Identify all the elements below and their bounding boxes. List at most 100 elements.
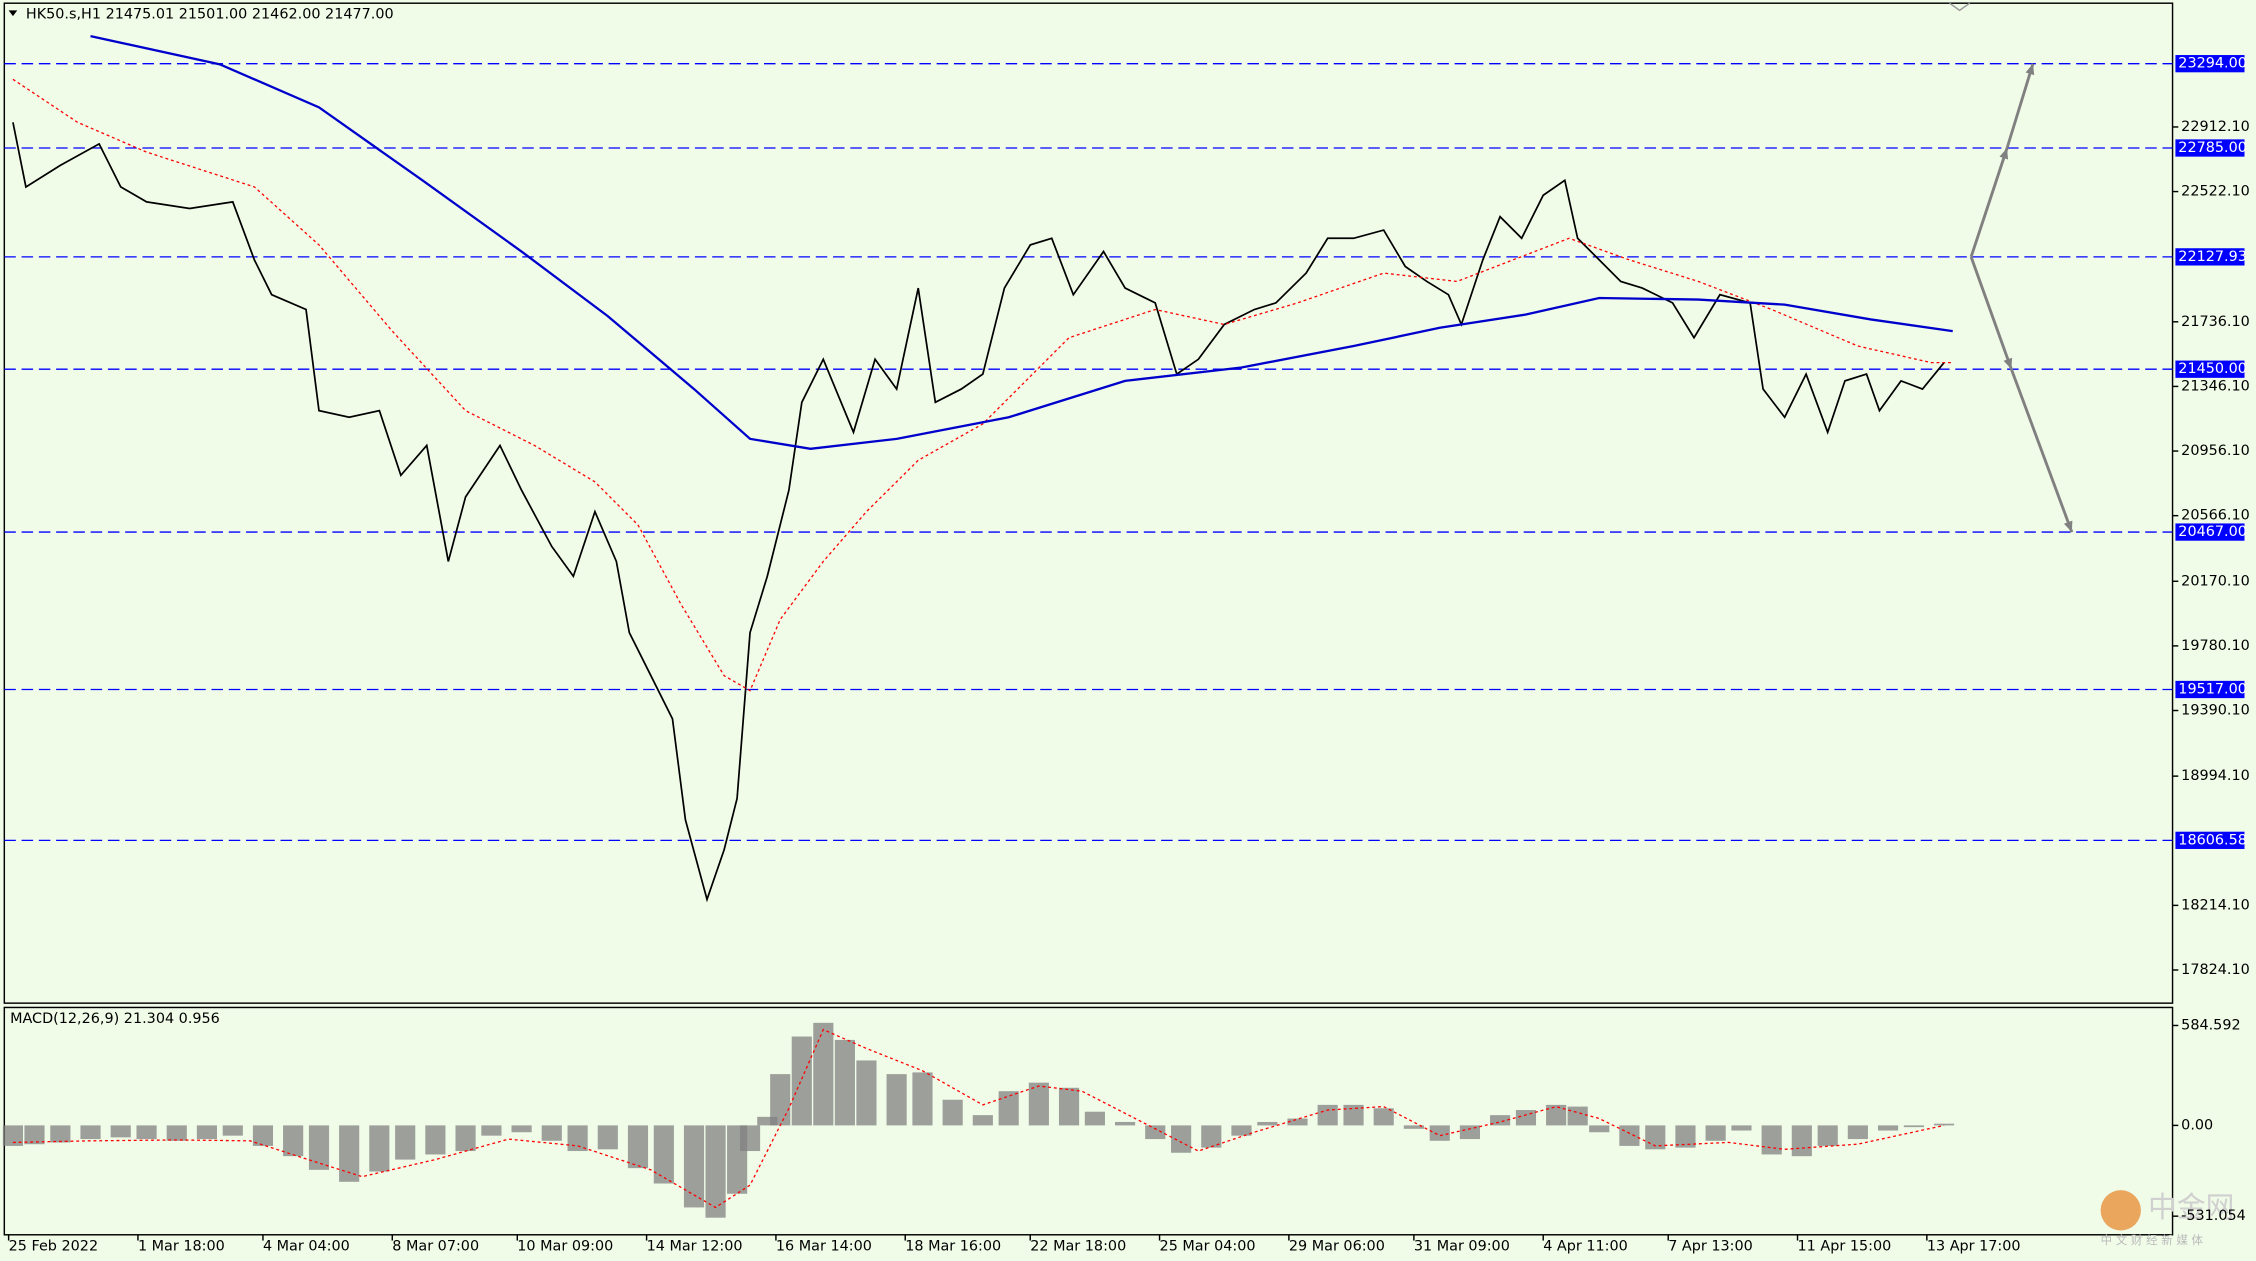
- histogram-bar: [683, 1125, 705, 1208]
- histogram-bar: [252, 1125, 274, 1146]
- histogram-bar: [1705, 1125, 1726, 1141]
- scenario-arrow: [2010, 368, 2074, 533]
- histogram-bar: [1791, 1125, 1812, 1157]
- level-label: 19517.00: [2178, 681, 2247, 697]
- histogram-bar: [627, 1125, 649, 1169]
- series-line: [12, 78, 1953, 692]
- histogram-bar: [50, 1125, 71, 1143]
- histogram-bar: [369, 1125, 390, 1172]
- y-tick-label: 22522.10: [2181, 184, 2250, 200]
- histogram-bar: [998, 1091, 1019, 1126]
- histogram-bar: [110, 1125, 131, 1138]
- histogram-bar: [1115, 1121, 1136, 1126]
- arrow-head: [2063, 520, 2073, 533]
- x-tick-label: 25 Mar 04:00: [1160, 1238, 1256, 1254]
- y-tick-label: 0.00: [2181, 1117, 2213, 1133]
- histogram-bar: [886, 1074, 907, 1126]
- histogram-bar: [395, 1125, 416, 1160]
- y-tick-label: 17824.10: [2181, 962, 2250, 978]
- level-label: 21450.00: [2178, 361, 2247, 377]
- histogram-bar: [1317, 1104, 1338, 1126]
- histogram-bar: [1058, 1087, 1080, 1126]
- level-label-box: [2175, 248, 2245, 266]
- y-tick-label: 18214.10: [2181, 897, 2250, 913]
- y-tick-label: 584.592: [2181, 1017, 2240, 1033]
- series-line: [12, 122, 1945, 903]
- level-label: 18606.58: [2178, 832, 2247, 848]
- histogram-bar: [1343, 1104, 1364, 1126]
- x-tick-label: 8 Mar 07:00: [392, 1238, 479, 1254]
- histogram-bar: [308, 1125, 330, 1170]
- histogram-bar: [80, 1125, 101, 1140]
- histogram-bar: [166, 1125, 187, 1141]
- histogram-bar: [791, 1036, 812, 1126]
- histogram-bar: [1429, 1125, 1450, 1141]
- arrow-head: [2025, 63, 2035, 76]
- histogram-bar: [339, 1125, 360, 1182]
- x-tick-label: 16 Mar 14:00: [776, 1238, 872, 1254]
- y-tick-label: 21346.10: [2181, 378, 2250, 394]
- shift-marker: [1949, 2, 1971, 12]
- histogram-bar: [425, 1125, 446, 1155]
- y-tick-label: -531.054: [2181, 1208, 2246, 1224]
- histogram-bar: [1546, 1104, 1567, 1126]
- histogram-bar: [1589, 1125, 1610, 1133]
- x-tick-label: 4 Mar 04:00: [263, 1238, 350, 1254]
- histogram-bar: [1201, 1125, 1222, 1148]
- y-tick-label: 22912.10: [2181, 119, 2250, 135]
- histogram-bar: [511, 1125, 532, 1133]
- histogram-bar: [136, 1125, 157, 1140]
- arrow-head: [2003, 357, 2013, 370]
- series-line: [12, 1028, 1945, 1209]
- histogram-bar: [1145, 1125, 1166, 1140]
- level-label-box: [2175, 831, 2245, 849]
- histogram-bar: [1731, 1125, 1752, 1131]
- watermark-title: 中金网: [2148, 1190, 2234, 1224]
- histogram-bar: [455, 1125, 476, 1152]
- histogram-bar: [541, 1125, 562, 1141]
- x-tick-label: 1 Mar 18:00: [138, 1238, 225, 1254]
- series-line: [90, 35, 1953, 450]
- level-label-box: [2175, 139, 2245, 157]
- level-label-box: [2175, 55, 2245, 73]
- y-tick-label: 19780.10: [2181, 638, 2250, 654]
- watermark-subtitle: 中 文 财 经 新 媒 体: [2101, 1233, 2204, 1247]
- histogram-bar: [757, 1116, 778, 1126]
- histogram-bar: [972, 1115, 993, 1126]
- histogram-bar: [597, 1125, 618, 1150]
- macd-title: MACD(12,26,9) 21.304 0.956: [10, 1011, 220, 1027]
- x-tick-label: 11 Apr 15:00: [1798, 1238, 1892, 1254]
- histogram-bar: [1619, 1125, 1640, 1146]
- histogram-bar: [705, 1125, 726, 1218]
- main-panel: [3, 2, 2174, 1004]
- histogram-bar: [1403, 1125, 1424, 1129]
- x-tick-label: 10 Mar 09:00: [517, 1238, 613, 1254]
- histogram-bar: [1817, 1125, 1838, 1146]
- histogram-bar: [1459, 1125, 1480, 1140]
- histogram-bar: [1373, 1108, 1394, 1126]
- histogram-bar: [739, 1125, 761, 1152]
- histogram-bar: [2, 1125, 24, 1146]
- menu-icon[interactable]: [8, 10, 18, 17]
- histogram-bar: [1903, 1125, 1924, 1128]
- level-label: 22785.00: [2178, 140, 2247, 156]
- x-tick-label: 7 Apr 13:00: [1668, 1238, 1753, 1254]
- level-label: 22127.93: [2178, 249, 2247, 265]
- histogram-bar: [567, 1125, 588, 1152]
- histogram-bar: [1231, 1125, 1252, 1136]
- histogram-bar: [912, 1072, 933, 1126]
- histogram-bar: [24, 1125, 45, 1145]
- histogram-bar: [942, 1099, 963, 1126]
- scenario-arrow: [1969, 147, 2009, 258]
- x-tick-label: 25 Feb 2022: [9, 1238, 98, 1254]
- x-tick-label: 31 Mar 09:00: [1414, 1238, 1510, 1254]
- x-tick-label: 22 Mar 18:00: [1030, 1238, 1126, 1254]
- y-tick-label: 18994.10: [2181, 768, 2250, 784]
- x-tick-label: 4 Apr 11:00: [1543, 1238, 1628, 1254]
- level-label-box: [2175, 360, 2245, 378]
- histogram-bar: [653, 1125, 674, 1184]
- histogram-bar: [1761, 1125, 1782, 1155]
- histogram-bar: [283, 1125, 304, 1157]
